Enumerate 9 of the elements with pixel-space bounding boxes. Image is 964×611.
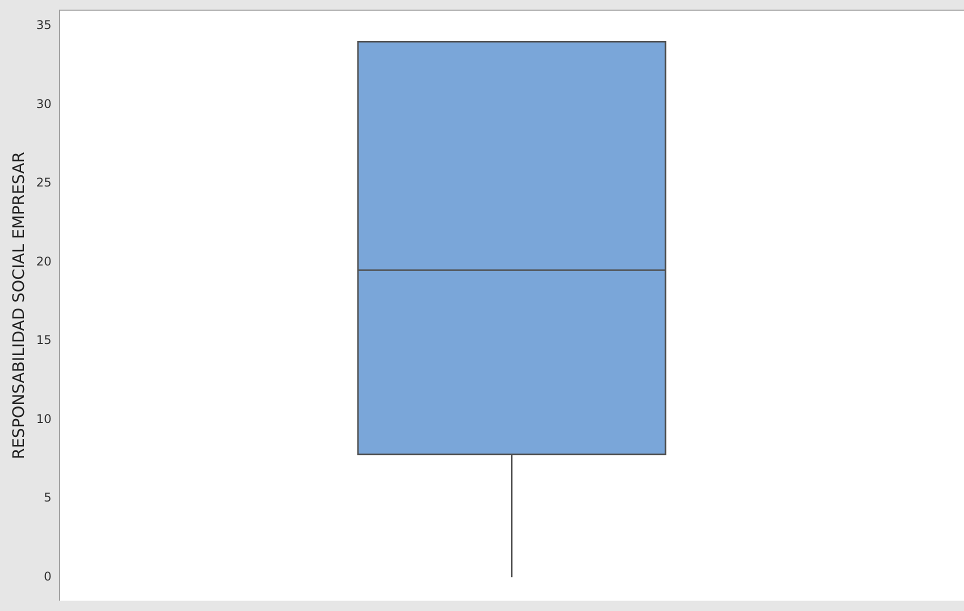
y-tick-label: 15 [36,333,52,348]
y-tick-label: 25 [36,176,52,190]
y-tick-label: 0 [44,569,52,584]
y-tick-label: 10 [36,412,52,426]
y-tick-label: 20 [36,254,52,268]
y-axis-title: RESPONSABILIDAD SOCIAL EMPRESAR [8,152,28,460]
y-tick-label: 5 [44,490,52,505]
y-tick-label: 30 [36,96,52,111]
y-tick-label: 35 [36,18,52,32]
